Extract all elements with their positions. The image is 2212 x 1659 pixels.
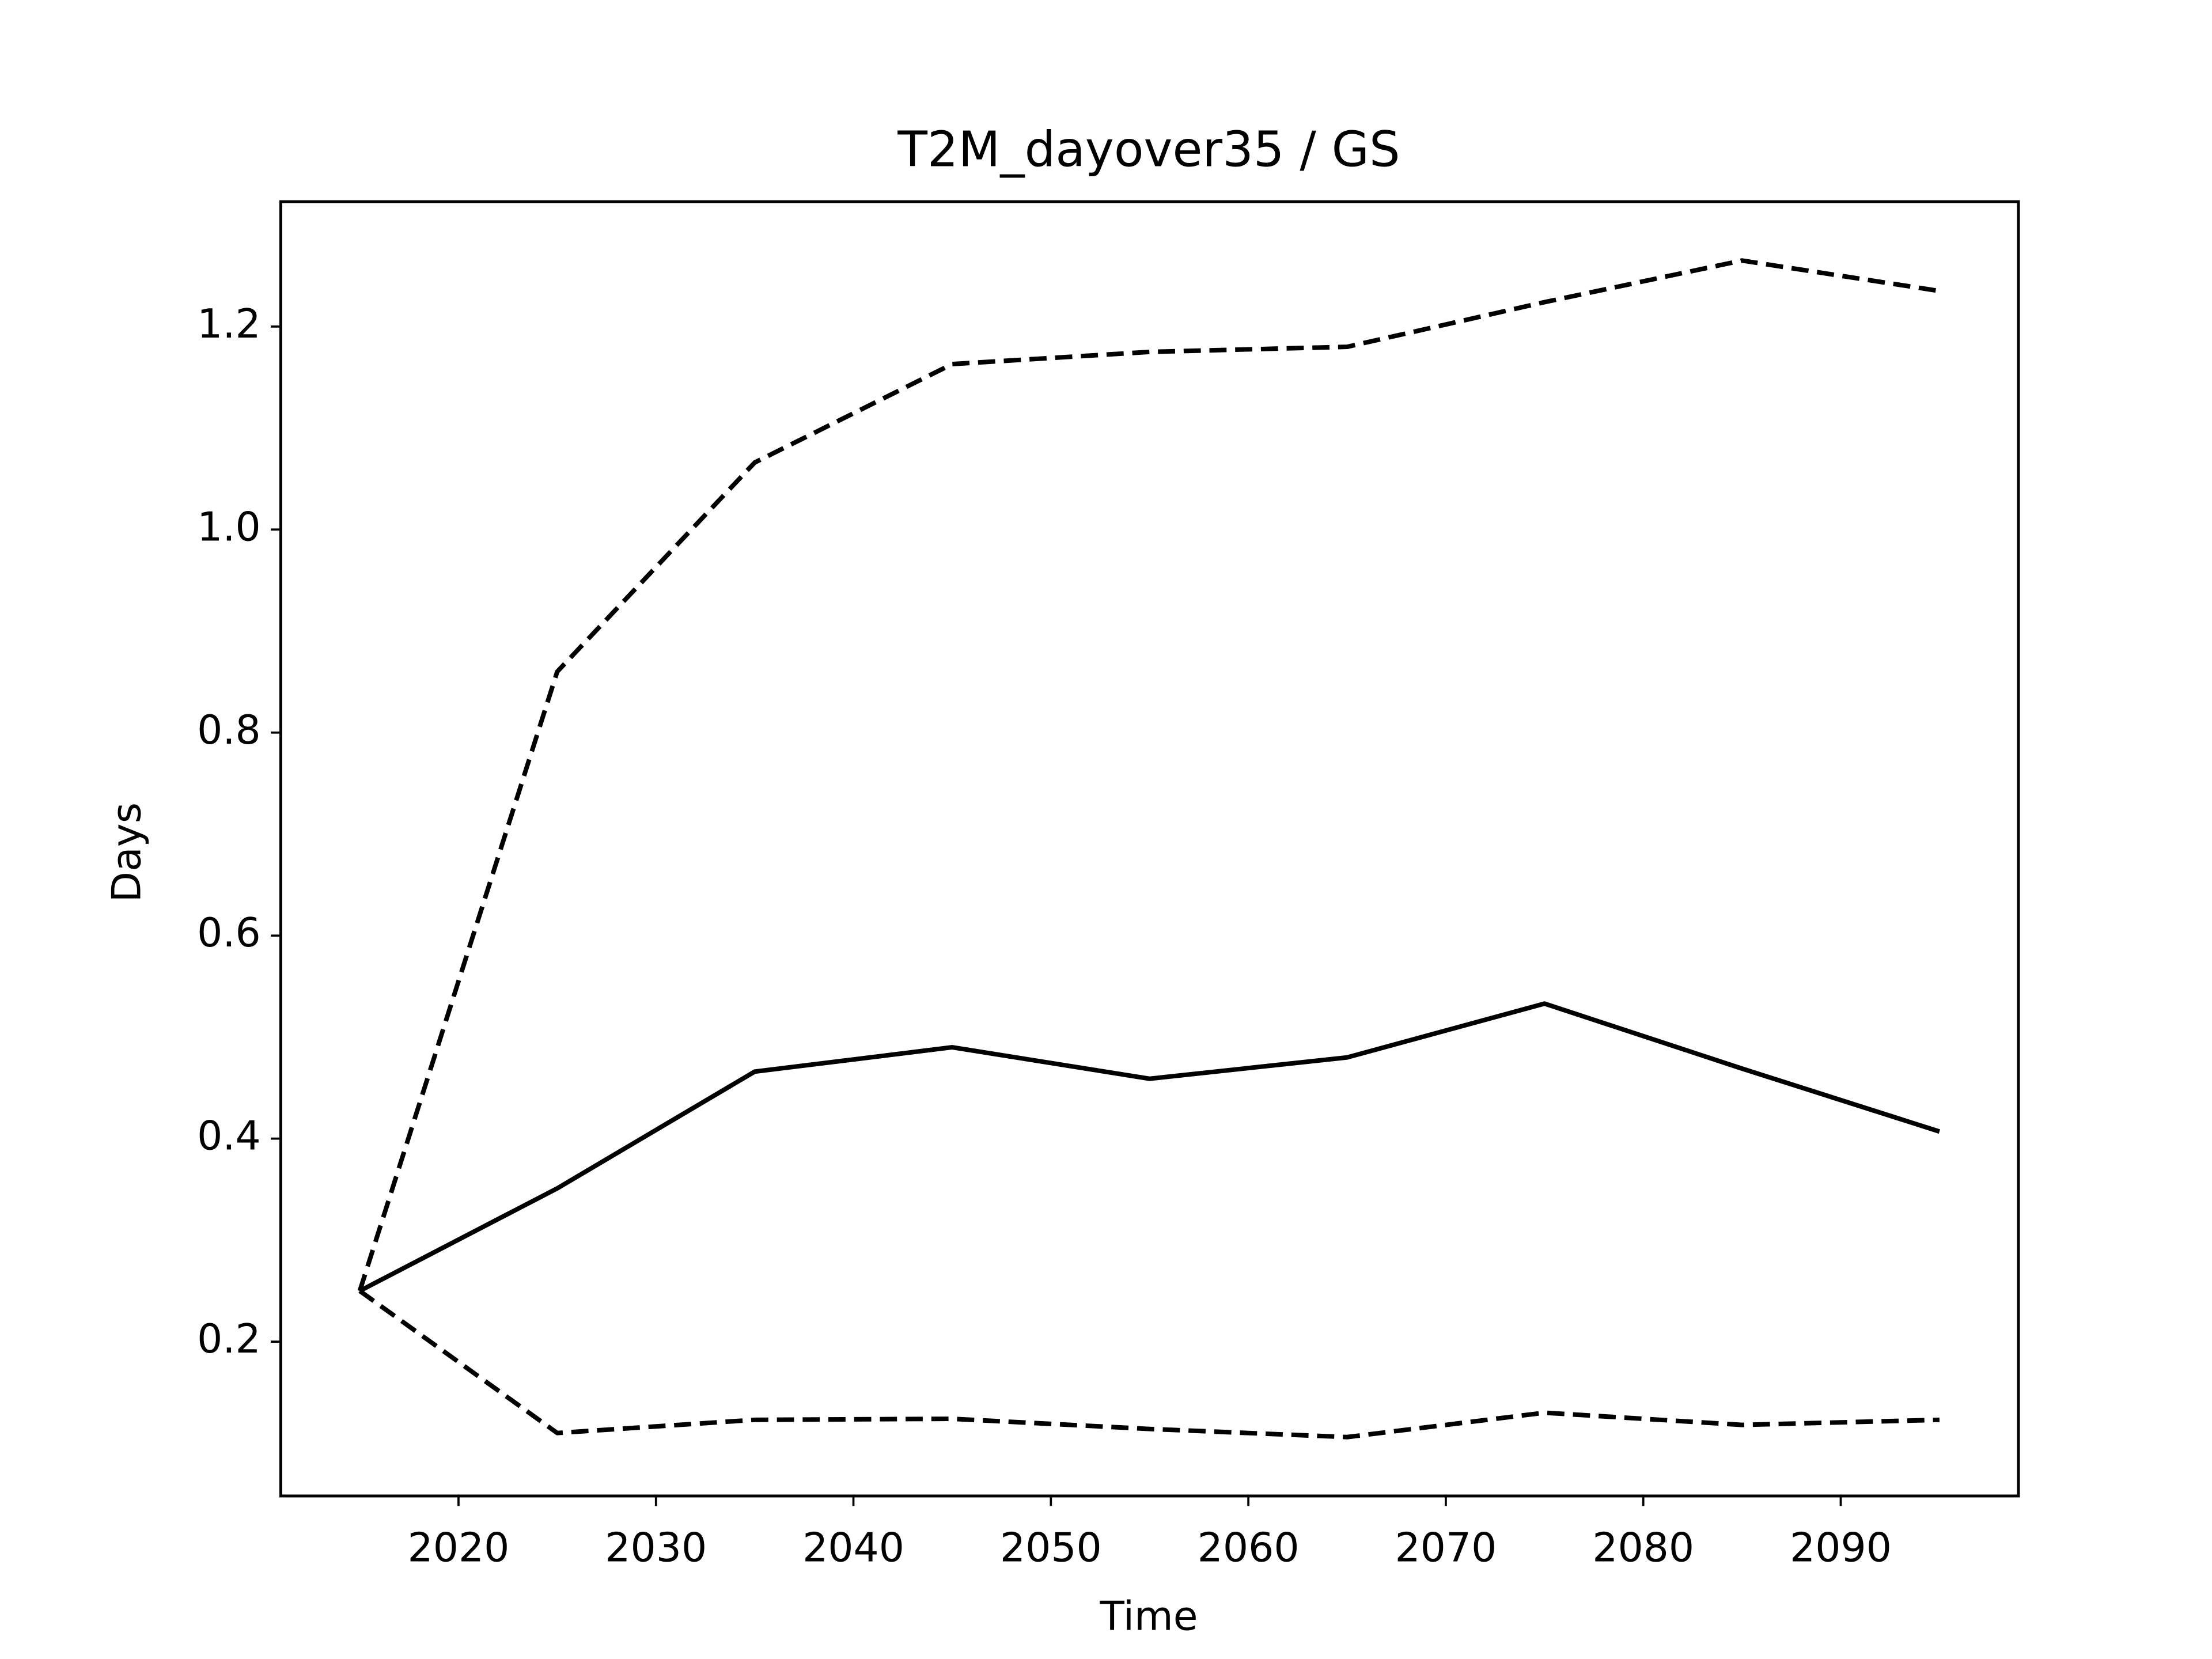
plot-frame (279, 200, 2020, 1498)
x-tick-label: 2040 (802, 1524, 904, 1571)
x-tick-label: 2070 (1395, 1524, 1497, 1571)
x-tick-label: 2020 (408, 1524, 510, 1571)
data-line (357, 258, 1940, 1292)
y-tick-label: 0.2 (197, 1316, 261, 1362)
chart-title: T2M_dayover35 / GS (897, 122, 1400, 178)
x-tick-label: 2030 (605, 1524, 707, 1571)
data-line (358, 1289, 1940, 1440)
y-tick-label: 1.0 (197, 503, 261, 550)
y-tick-label: 1.2 (197, 301, 261, 347)
data-line (358, 1001, 1941, 1293)
y-tick-label: 0.6 (197, 910, 261, 956)
x-axis-label: Time (1099, 1593, 1198, 1640)
x-tick-label: 2090 (1790, 1524, 1892, 1571)
y-tick-label: 0.8 (197, 707, 261, 753)
x-tick-label: 2050 (1000, 1524, 1102, 1571)
y-tick-label: 0.4 (197, 1113, 261, 1160)
y-axis-label: Days (103, 802, 150, 902)
x-tick-label: 2060 (1198, 1524, 1300, 1571)
x-tick-label: 2080 (1592, 1524, 1694, 1571)
